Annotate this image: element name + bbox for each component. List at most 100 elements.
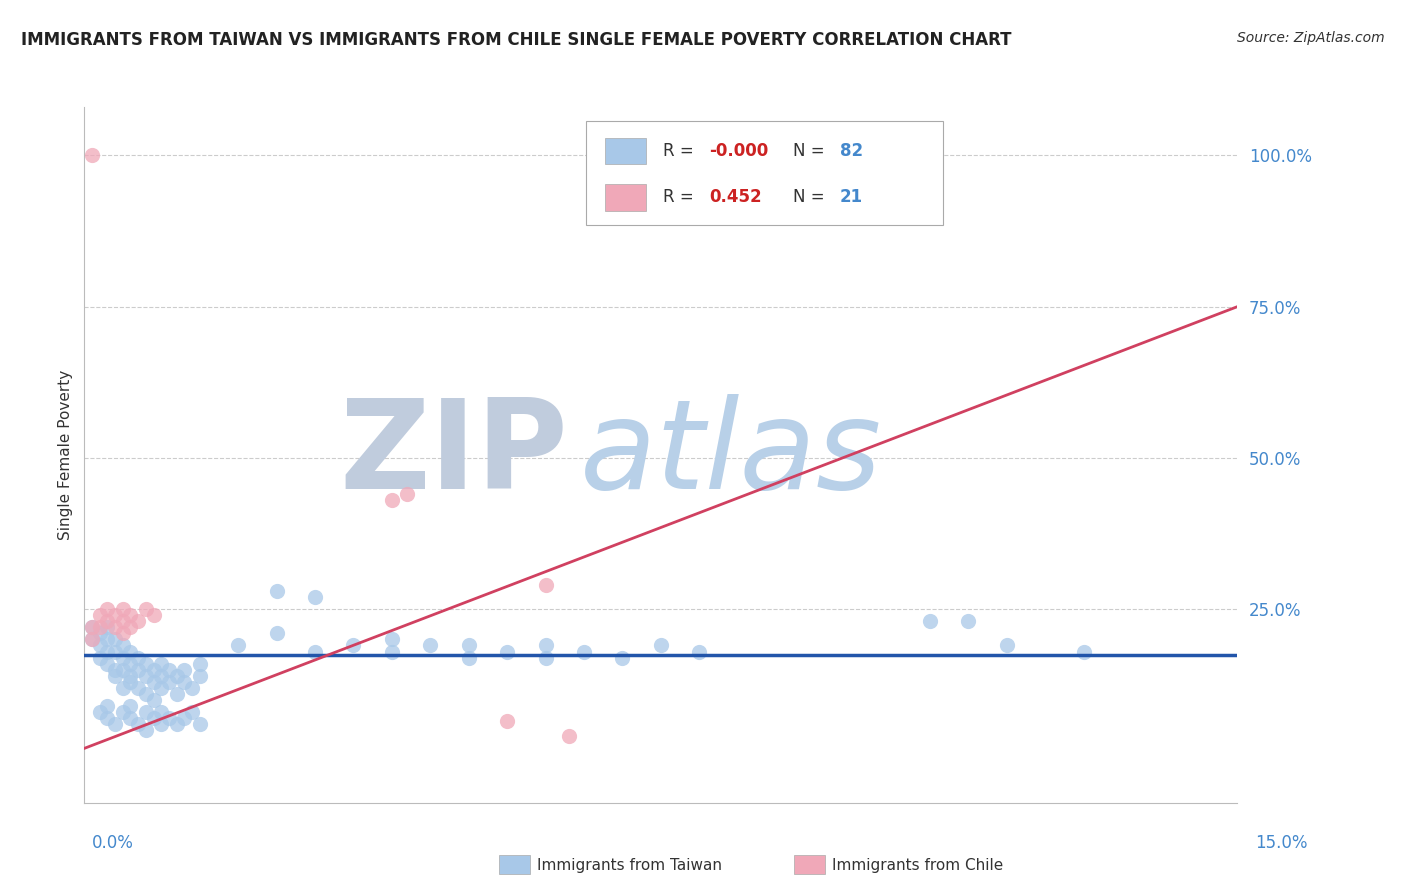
Point <box>104 608 127 623</box>
Point <box>120 644 142 658</box>
Point <box>157 663 180 677</box>
Point <box>111 602 134 616</box>
Point <box>120 657 142 671</box>
Point <box>96 620 118 634</box>
Point <box>104 717 127 731</box>
Point <box>127 615 149 629</box>
Point <box>127 663 149 677</box>
Point <box>135 602 157 616</box>
Point <box>111 650 134 665</box>
Point <box>135 669 157 683</box>
Point <box>650 639 672 653</box>
Text: Source: ZipAtlas.com: Source: ZipAtlas.com <box>1237 31 1385 45</box>
Point <box>157 711 180 725</box>
Point <box>342 639 364 653</box>
Point <box>135 657 157 671</box>
Point <box>1073 644 1095 658</box>
Point <box>96 644 118 658</box>
Point <box>135 723 157 738</box>
Point <box>111 681 134 695</box>
Text: R =: R = <box>664 188 699 206</box>
Point <box>419 639 441 653</box>
Point <box>496 714 519 728</box>
Point <box>135 687 157 701</box>
Point <box>120 698 142 713</box>
Text: 0.0%: 0.0% <box>91 834 134 852</box>
Point <box>80 620 103 634</box>
Text: -0.000: -0.000 <box>709 142 769 160</box>
Point <box>96 602 118 616</box>
Point <box>127 717 149 731</box>
Point <box>166 669 188 683</box>
Point <box>142 674 165 689</box>
Point <box>104 663 127 677</box>
Point <box>89 705 111 719</box>
Text: 82: 82 <box>839 142 863 160</box>
Point <box>142 693 165 707</box>
Point <box>111 705 134 719</box>
Point <box>142 608 165 623</box>
Point <box>120 674 142 689</box>
Point <box>89 608 111 623</box>
Point <box>381 493 404 508</box>
Point <box>496 644 519 658</box>
Point <box>457 639 479 653</box>
Point <box>166 717 188 731</box>
FancyBboxPatch shape <box>606 185 645 211</box>
Point <box>173 711 195 725</box>
Point <box>104 620 127 634</box>
Point <box>111 626 134 640</box>
Point <box>150 657 173 671</box>
Point <box>266 584 288 599</box>
Point <box>572 644 595 658</box>
Point <box>127 650 149 665</box>
Point <box>381 644 404 658</box>
Text: ZIP: ZIP <box>340 394 568 516</box>
Point <box>612 650 634 665</box>
Point <box>457 650 479 665</box>
Point <box>396 487 419 501</box>
Point <box>96 657 118 671</box>
Point <box>304 590 326 604</box>
Point <box>80 632 103 647</box>
Point <box>188 669 211 683</box>
Text: N =: N = <box>793 188 831 206</box>
Point <box>89 639 111 653</box>
Point <box>173 674 195 689</box>
Point <box>127 681 149 695</box>
Point <box>96 615 118 629</box>
Point <box>96 632 118 647</box>
Point <box>181 681 204 695</box>
Text: 15.0%: 15.0% <box>1256 834 1308 852</box>
Point <box>142 663 165 677</box>
Text: Immigrants from Taiwan: Immigrants from Taiwan <box>537 858 723 872</box>
Text: 21: 21 <box>839 188 863 206</box>
Point <box>188 657 211 671</box>
Point <box>120 669 142 683</box>
Point <box>995 639 1018 653</box>
Y-axis label: Single Female Poverty: Single Female Poverty <box>58 370 73 540</box>
Point <box>266 626 288 640</box>
Point <box>534 650 557 665</box>
Point <box>957 615 980 629</box>
Point <box>688 644 710 658</box>
Point <box>96 698 118 713</box>
Point <box>80 148 103 162</box>
Point <box>120 711 142 725</box>
Text: N =: N = <box>793 142 831 160</box>
Text: Immigrants from Chile: Immigrants from Chile <box>832 858 1004 872</box>
Point <box>89 626 111 640</box>
Text: 0.452: 0.452 <box>709 188 762 206</box>
Point <box>80 620 103 634</box>
Point <box>650 148 672 162</box>
Point <box>173 663 195 677</box>
Text: atlas: atlas <box>581 394 882 516</box>
Point <box>104 644 127 658</box>
Point <box>181 705 204 719</box>
Point <box>150 705 173 719</box>
Text: IMMIGRANTS FROM TAIWAN VS IMMIGRANTS FROM CHILE SINGLE FEMALE POVERTY CORRELATIO: IMMIGRANTS FROM TAIWAN VS IMMIGRANTS FRO… <box>21 31 1011 49</box>
Point <box>534 578 557 592</box>
Point <box>104 669 127 683</box>
FancyBboxPatch shape <box>586 121 943 226</box>
Point <box>120 608 142 623</box>
